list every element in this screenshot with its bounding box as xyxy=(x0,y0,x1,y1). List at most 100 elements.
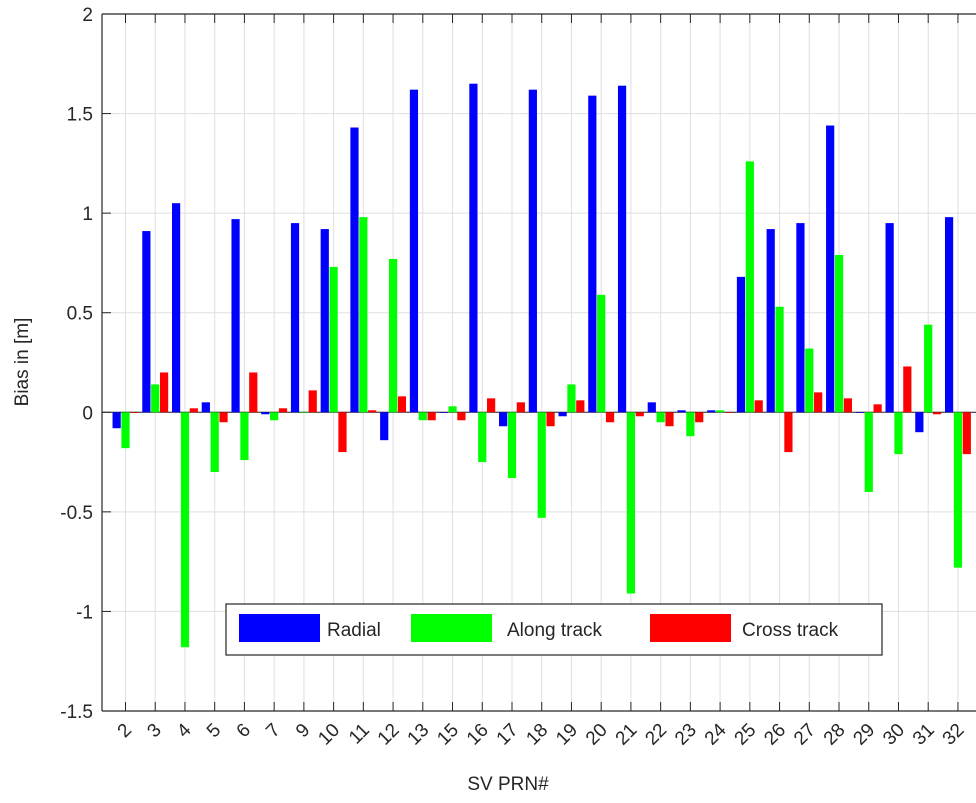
bar-radial xyxy=(736,276,746,413)
x-tick-label: 29 xyxy=(849,720,879,750)
x-tick-label: 5 xyxy=(203,720,225,742)
legend-swatch xyxy=(650,614,731,642)
bar-cross-track xyxy=(338,412,347,453)
bar-cross-track xyxy=(754,400,763,413)
y-tick-label: 2 xyxy=(82,5,93,26)
bar-along-track xyxy=(567,384,576,413)
bar-cross-track xyxy=(605,412,615,423)
bar-along-track xyxy=(597,294,606,413)
x-tick-label: 30 xyxy=(879,720,909,750)
x-tick-label: 18 xyxy=(522,720,552,750)
x-tick-label: 15 xyxy=(433,720,463,750)
bar-along-track xyxy=(299,412,308,413)
x-tick-label: 27 xyxy=(790,720,820,750)
bar-cross-track xyxy=(249,372,258,413)
bar-along-track xyxy=(240,412,249,461)
bar-along-track xyxy=(359,217,368,413)
series-cross-track xyxy=(130,366,971,455)
x-tick-label: 32 xyxy=(939,720,969,750)
x-tick-label: 10 xyxy=(314,720,344,750)
x-tick-label: 25 xyxy=(731,720,761,750)
x-tick-label: 9 xyxy=(292,720,314,742)
bar-cross-track xyxy=(397,396,407,413)
bar-radial xyxy=(855,412,864,413)
bar-cross-track xyxy=(487,398,496,413)
bar-radial xyxy=(617,85,627,413)
x-tick-labels: 2 3 4 5 6 7 9 10 11 12 13 15 16 17 18 19 20 21 22 23 24 25 26 2… xyxy=(114,719,969,749)
bar-radial xyxy=(172,203,181,413)
bar-cross-track xyxy=(368,410,377,413)
x-tick-label: 6 xyxy=(233,720,255,742)
bar-radial xyxy=(439,412,448,413)
y-tick-label: 0.5 xyxy=(67,304,93,325)
bar-cross-track xyxy=(724,412,734,413)
y-tick-label: 0 xyxy=(82,403,93,424)
x-tick-label: 13 xyxy=(404,720,434,750)
bar-along-track xyxy=(180,412,190,648)
bar-radial xyxy=(290,223,300,413)
bar-cross-track xyxy=(932,412,942,415)
legend-swatch xyxy=(411,614,492,642)
bar-radial xyxy=(201,402,210,413)
bar-radial xyxy=(707,410,716,413)
bar-along-track xyxy=(329,266,338,413)
x-tick-label: 4 xyxy=(173,719,196,742)
bar-cross-track xyxy=(308,390,317,413)
x-tick-label: 28 xyxy=(820,720,850,750)
bar-radial xyxy=(766,229,775,413)
bar-radial xyxy=(944,217,954,413)
bar-cross-track xyxy=(695,412,704,423)
bar-cross-track xyxy=(427,412,436,421)
legend-box xyxy=(225,603,883,656)
bar-along-track xyxy=(924,324,933,413)
bar-cross-track xyxy=(457,412,466,421)
bar-cross-track xyxy=(576,400,585,413)
x-tick-label: 23 xyxy=(671,720,701,750)
bar-series-group xyxy=(112,83,971,648)
bar-along-track xyxy=(834,254,844,413)
bar-cross-track xyxy=(665,412,674,427)
x-axis-label: SV PRN# xyxy=(467,774,549,795)
y-tick-label: 1.5 xyxy=(67,105,93,126)
bar-radial xyxy=(677,410,686,413)
y-axis-label: Bias in [m] xyxy=(12,318,33,407)
x-tick-label: 19 xyxy=(552,720,582,750)
x-tick-label: 22 xyxy=(641,720,671,750)
bar-radial xyxy=(558,412,567,417)
bar-radial xyxy=(261,412,270,415)
bar-radial xyxy=(915,412,924,433)
bar-along-track xyxy=(121,412,130,449)
bar-cross-track xyxy=(159,372,169,413)
bar-along-track xyxy=(151,384,160,413)
x-tick-label: 31 xyxy=(909,720,939,750)
bar-radial xyxy=(499,412,508,427)
bar-radial xyxy=(380,412,389,441)
legend-label: Radial xyxy=(327,620,381,641)
axes xyxy=(101,13,976,712)
y-tick-label: 1 xyxy=(82,204,93,225)
bar-along-track xyxy=(448,406,457,413)
bar-cross-track xyxy=(784,412,793,453)
x-tick-label: 21 xyxy=(612,720,642,750)
bar-along-track xyxy=(775,306,784,413)
bar-radial xyxy=(647,402,656,413)
bar-cross-track xyxy=(219,412,228,423)
bar-cross-track xyxy=(962,412,971,455)
bar-cross-track xyxy=(278,408,288,413)
x-tick-label: 2 xyxy=(114,720,136,742)
bar-radial xyxy=(469,83,478,413)
bar-radial xyxy=(588,95,597,413)
x-tick-label: 26 xyxy=(760,720,790,750)
bar-radial xyxy=(320,229,329,413)
bar-along-track xyxy=(953,412,963,568)
bar-radial xyxy=(885,223,894,413)
x-tick-label: 20 xyxy=(582,720,612,750)
bar-along-track xyxy=(805,348,814,413)
bar-along-track xyxy=(894,412,903,455)
bar-cross-track xyxy=(843,398,852,413)
bar-radial xyxy=(796,223,805,413)
bar-radial xyxy=(142,231,151,413)
bar-along-track xyxy=(716,410,725,413)
x-tick-label: 24 xyxy=(701,719,731,749)
